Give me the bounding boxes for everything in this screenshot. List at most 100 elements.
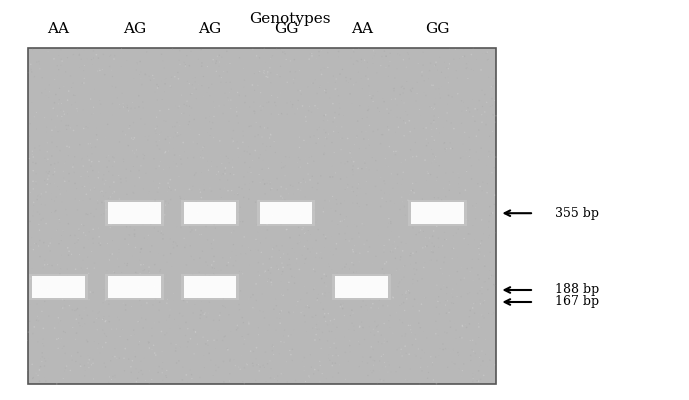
Point	[352, 278, 363, 284]
Point	[314, 358, 325, 364]
Point	[382, 338, 393, 345]
Point	[130, 183, 141, 189]
Point	[481, 113, 492, 120]
Point	[446, 256, 457, 262]
Point	[96, 189, 107, 195]
Point	[457, 323, 468, 330]
Point	[461, 65, 472, 72]
Point	[475, 376, 486, 382]
Point	[335, 135, 346, 142]
Point	[253, 259, 264, 266]
Point	[71, 330, 82, 336]
Point	[231, 326, 242, 333]
Point	[72, 349, 83, 356]
Point	[267, 52, 278, 59]
Point	[103, 298, 114, 304]
Point	[127, 190, 138, 196]
Point	[69, 154, 80, 160]
Point	[143, 339, 154, 345]
Point	[210, 225, 221, 231]
Point	[159, 212, 170, 218]
Point	[208, 98, 219, 105]
Point	[150, 352, 161, 358]
Point	[488, 109, 499, 116]
Point	[189, 172, 200, 179]
Point	[449, 54, 460, 60]
Point	[43, 82, 54, 88]
Point	[453, 174, 464, 181]
Point	[68, 274, 79, 281]
Point	[464, 314, 475, 320]
Point	[232, 89, 243, 96]
Point	[480, 336, 491, 342]
Point	[301, 255, 312, 261]
Point	[398, 118, 409, 124]
Point	[25, 61, 37, 68]
Point	[237, 243, 248, 249]
Point	[361, 202, 372, 208]
Point	[453, 226, 464, 232]
Point	[175, 132, 186, 138]
Point	[59, 368, 70, 374]
Point	[185, 336, 196, 342]
Point	[400, 120, 411, 126]
Point	[196, 147, 207, 153]
Point	[477, 284, 488, 290]
Point	[225, 328, 236, 335]
Point	[163, 148, 174, 154]
Point	[68, 161, 79, 168]
Point	[46, 133, 57, 140]
Point	[293, 186, 304, 192]
Point	[468, 375, 479, 381]
Point	[384, 283, 395, 289]
Point	[61, 363, 72, 369]
Point	[266, 54, 277, 60]
Point	[420, 92, 431, 99]
Point	[276, 165, 287, 171]
Point	[189, 214, 200, 220]
Point	[190, 211, 201, 217]
Point	[311, 90, 322, 97]
Point	[272, 373, 283, 379]
Point	[260, 268, 271, 274]
Point	[438, 346, 449, 353]
Point	[480, 91, 491, 98]
Point	[213, 168, 224, 175]
Point	[181, 102, 192, 109]
Point	[367, 55, 378, 61]
Point	[303, 209, 314, 216]
Point	[368, 48, 379, 54]
Point	[247, 360, 258, 366]
Point	[327, 360, 338, 366]
Point	[296, 185, 307, 191]
Point	[402, 378, 413, 384]
FancyBboxPatch shape	[105, 274, 164, 300]
Point	[463, 58, 474, 64]
Point	[420, 260, 431, 266]
Point	[143, 188, 154, 195]
Point	[378, 242, 389, 249]
FancyBboxPatch shape	[181, 274, 240, 300]
Point	[66, 84, 77, 91]
Point	[390, 129, 401, 136]
Point	[185, 219, 196, 225]
Point	[395, 346, 407, 352]
Point	[203, 310, 214, 316]
Point	[217, 337, 228, 344]
Point	[83, 174, 94, 180]
Point	[404, 322, 415, 328]
Point	[228, 241, 239, 248]
Point	[138, 262, 149, 268]
Point	[373, 339, 384, 345]
Point	[288, 76, 299, 82]
Point	[191, 86, 202, 92]
Point	[144, 380, 155, 387]
Point	[403, 371, 414, 377]
Point	[275, 63, 286, 70]
Point	[207, 120, 218, 126]
Point	[426, 104, 438, 111]
FancyBboxPatch shape	[105, 200, 164, 226]
Point	[449, 320, 460, 326]
Point	[330, 360, 341, 366]
Point	[134, 280, 145, 286]
